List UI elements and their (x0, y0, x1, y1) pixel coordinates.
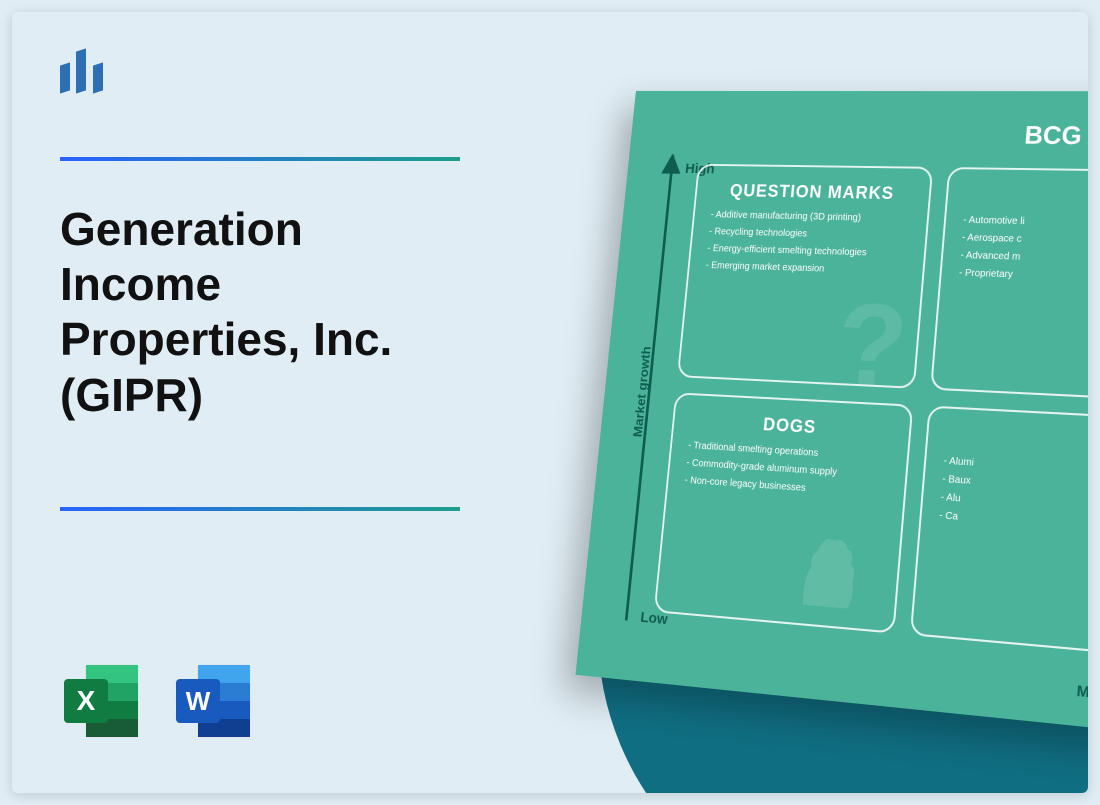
question-watermark: ? (832, 286, 912, 389)
quad-item: - Automotive li (963, 215, 1088, 231)
quad-item: - Recycling technologies (709, 227, 909, 242)
matrix-heading: BCG Analysis (700, 119, 1088, 153)
divider-bottom (60, 507, 460, 511)
word-icon: W (172, 659, 256, 743)
quadrant-dogs: DOGS - Traditional smelting operations -… (654, 392, 914, 633)
excel-icon: X (60, 659, 144, 743)
quadrant-question-marks: QUESTION MARKS - Additive manufacturing … (677, 164, 933, 389)
bcg-matrix-board: BCG Analysis High Low Market growth Mark… (576, 91, 1088, 739)
divider-top (60, 157, 460, 161)
quadrant-stars: - Automotive li - Aerospace c - Advanced… (930, 167, 1088, 402)
svg-text:X: X (77, 685, 96, 716)
quad-item: - Ca (939, 510, 1088, 537)
infographic-card: Generation Income Properties, Inc. (GIPR… (12, 12, 1088, 793)
quad-item: - Energy-efficient smelting technologies (707, 243, 907, 259)
quad-title: QUESTION MARKS (712, 181, 913, 204)
quad-item: - Additive manufacturing (3D printing) (710, 210, 910, 225)
dog-watermark (770, 509, 884, 628)
quad-item: - Emerging market expansion (705, 260, 906, 277)
quadrant-cash-cows: - Alumi - Baux - Alu - Ca (910, 406, 1088, 659)
brand-logo (60, 50, 105, 92)
quad-item: - Proprietary (959, 268, 1088, 286)
quad-item: - Advanced m (960, 250, 1088, 267)
file-icons-row: X W (60, 659, 256, 743)
quadrant-grid: QUESTION MARKS - Additive manufacturing … (654, 164, 1088, 659)
quad-title: DOGS (690, 411, 893, 443)
svg-text:W: W (186, 686, 211, 716)
x-axis-label: Market sha (1076, 682, 1088, 708)
quad-item: - Aerospace c (961, 233, 1088, 249)
page-title: Generation Income Properties, Inc. (GIPR… (60, 202, 460, 423)
